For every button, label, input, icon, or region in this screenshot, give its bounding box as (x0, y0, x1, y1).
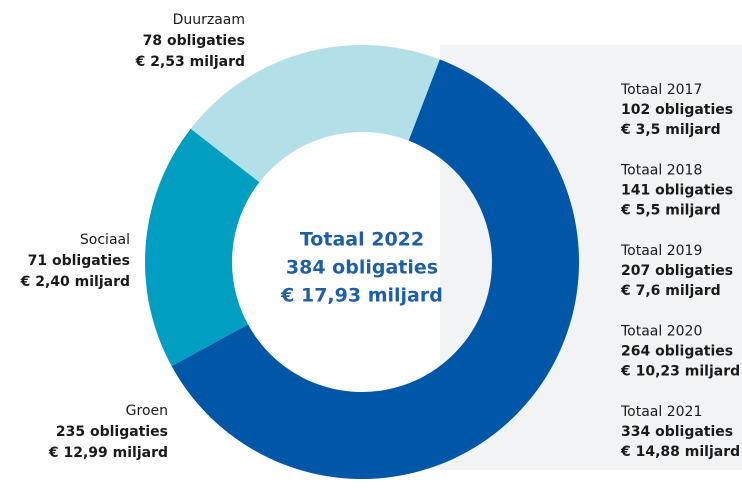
segment-amount: € 2,40 miljard (20, 274, 130, 290)
history-title: Totaal 2017 (620, 82, 702, 98)
segment-count: 78 obligaties (143, 33, 245, 49)
donut-segment (171, 59, 580, 479)
history-title: Totaal 2021 (620, 404, 702, 420)
history-amount: € 10,23 miljard (620, 364, 740, 380)
segment-label: Sociaal (80, 232, 130, 248)
segment-label: Duurzaam (173, 12, 245, 28)
donut-segment (144, 128, 260, 367)
history-count: 102 obligaties (621, 102, 733, 118)
donut-segment (190, 44, 440, 183)
history-count: 264 obligaties (621, 344, 733, 360)
segment-count: 71 obligaties (28, 253, 130, 269)
center-text: 384 obligaties (286, 257, 438, 279)
history-count: 334 obligaties (621, 424, 733, 440)
center-text: € 17,93 miljard (280, 285, 443, 307)
history-title: Totaal 2018 (620, 163, 702, 179)
history-amount: € 5,5 miljard (620, 203, 721, 219)
history-title: Totaal 2019 (620, 243, 702, 259)
history-count: 207 obligaties (621, 263, 733, 279)
history-amount: € 3,5 miljard (620, 122, 721, 138)
history-title: Totaal 2020 (620, 324, 702, 340)
history-amount: € 7,6 miljard (620, 283, 721, 299)
history-amount: € 14,88 miljard (620, 444, 740, 460)
segment-count: 235 obligaties (56, 424, 168, 440)
segment-label: Groen (126, 403, 168, 419)
history-count: 141 obligaties (621, 183, 733, 199)
center-text: Totaal 2022 (300, 229, 424, 251)
segment-amount: € 12,99 miljard (48, 445, 168, 461)
segment-amount: € 2,53 miljard (135, 54, 245, 70)
